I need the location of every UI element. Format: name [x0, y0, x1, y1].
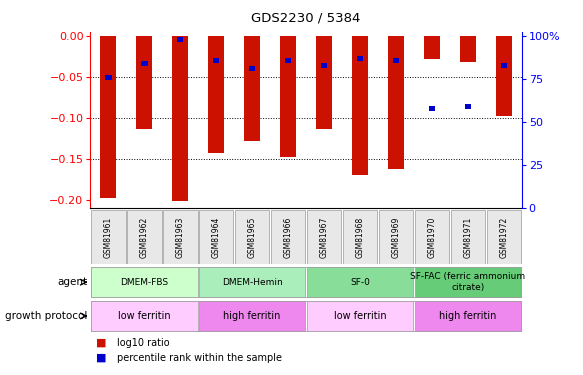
Bar: [415, 210, 449, 264]
Bar: [280, 36, 296, 157]
Bar: [105, 75, 111, 80]
Text: percentile rank within the sample: percentile rank within the sample: [117, 353, 282, 363]
Text: GSM81968: GSM81968: [356, 216, 364, 258]
Text: GSM81970: GSM81970: [427, 216, 437, 258]
Bar: [172, 36, 188, 201]
Text: high ferritin: high ferritin: [223, 311, 281, 321]
Text: SF-FAC (ferric ammonium
citrate): SF-FAC (ferric ammonium citrate): [410, 273, 525, 292]
Bar: [163, 210, 198, 264]
Bar: [100, 36, 117, 198]
Bar: [352, 36, 368, 176]
Text: GSM81961: GSM81961: [104, 216, 113, 258]
Bar: [91, 267, 198, 297]
Bar: [307, 267, 413, 297]
Bar: [199, 210, 233, 264]
Bar: [424, 36, 440, 59]
Bar: [321, 63, 327, 68]
Text: GSM81962: GSM81962: [140, 216, 149, 258]
Bar: [244, 36, 260, 141]
Bar: [465, 104, 471, 109]
Bar: [127, 210, 161, 264]
Text: GSM81964: GSM81964: [212, 216, 221, 258]
Bar: [379, 210, 413, 264]
Bar: [213, 58, 219, 63]
Bar: [141, 61, 147, 66]
Text: GSM81967: GSM81967: [319, 216, 329, 258]
Bar: [199, 267, 305, 297]
Bar: [235, 210, 269, 264]
Text: ■: ■: [96, 338, 107, 348]
Bar: [307, 301, 413, 331]
Text: GSM81972: GSM81972: [499, 216, 508, 258]
Bar: [249, 66, 255, 71]
Text: GSM81963: GSM81963: [175, 216, 185, 258]
Text: GSM81971: GSM81971: [463, 216, 472, 258]
Bar: [388, 36, 404, 169]
Text: GDS2230 / 5384: GDS2230 / 5384: [251, 11, 361, 24]
Bar: [343, 210, 377, 264]
Bar: [501, 63, 507, 68]
Text: GSM81965: GSM81965: [248, 216, 257, 258]
Bar: [393, 58, 399, 63]
Bar: [199, 301, 305, 331]
Text: low ferritin: low ferritin: [118, 311, 171, 321]
Bar: [316, 36, 332, 129]
Bar: [415, 301, 521, 331]
Text: DMEM-FBS: DMEM-FBS: [120, 278, 168, 286]
Bar: [91, 210, 125, 264]
Bar: [487, 210, 521, 264]
Bar: [357, 56, 363, 61]
Bar: [429, 106, 435, 111]
Text: SF-0: SF-0: [350, 278, 370, 286]
Bar: [415, 267, 521, 297]
Bar: [208, 36, 224, 153]
Text: high ferritin: high ferritin: [439, 311, 497, 321]
Text: GSM81969: GSM81969: [391, 216, 401, 258]
Text: GSM81966: GSM81966: [283, 216, 293, 258]
Bar: [460, 36, 476, 62]
Bar: [496, 36, 512, 116]
Text: ■: ■: [96, 353, 107, 363]
Bar: [285, 58, 292, 63]
Bar: [451, 210, 485, 264]
Text: DMEM-Hemin: DMEM-Hemin: [222, 278, 283, 286]
Text: growth protocol: growth protocol: [5, 311, 87, 321]
Text: low ferritin: low ferritin: [333, 311, 387, 321]
Text: log10 ratio: log10 ratio: [117, 338, 169, 348]
Bar: [307, 210, 341, 264]
Bar: [271, 210, 305, 264]
Bar: [136, 36, 152, 129]
Bar: [177, 37, 184, 42]
Text: agent: agent: [57, 277, 87, 287]
Bar: [91, 301, 198, 331]
